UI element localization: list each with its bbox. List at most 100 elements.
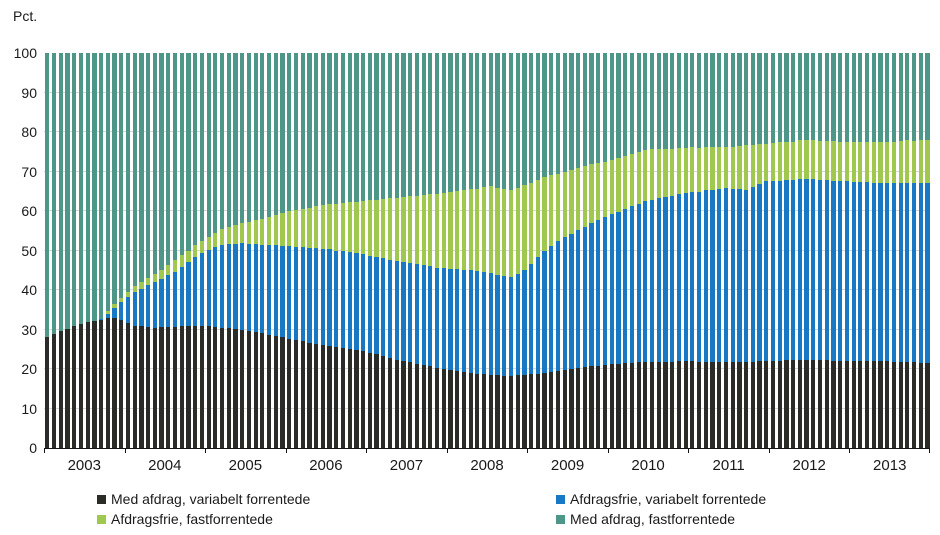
bar-segment-0 (522, 374, 527, 448)
bar-month (360, 53, 367, 448)
bar-segment-0 (92, 320, 97, 448)
bar-month (467, 53, 474, 448)
x-year-label: 2011 (712, 457, 745, 474)
bar-segment-1 (455, 269, 460, 371)
bar-segment-0 (51, 334, 57, 448)
bar-month (178, 53, 185, 448)
bar-segment-1 (690, 192, 695, 362)
bar-segment-0 (717, 361, 722, 448)
bar-month (333, 53, 340, 448)
bar-segment-3 (508, 53, 514, 191)
bar-segment-1 (213, 247, 218, 327)
bar-segment-0 (394, 359, 399, 448)
bar-segment-2 (649, 149, 655, 200)
year-tick (205, 449, 207, 453)
bar-segment-1 (166, 275, 171, 328)
bar-segment-0 (253, 332, 258, 448)
bar-segment-1 (99, 318, 104, 320)
bar-segment-3 (596, 53, 601, 164)
bar-segment-0 (838, 360, 843, 448)
bar-segment-3 (481, 53, 487, 187)
bar-segment-2 (240, 222, 245, 244)
year-tick (849, 449, 851, 453)
bar-segment-3 (293, 53, 299, 211)
year-tick (929, 449, 930, 453)
bar-segment-3 (266, 53, 272, 217)
bar-segment-3 (764, 53, 769, 144)
bar-segment-1 (885, 183, 890, 362)
bar-segment-3 (233, 53, 238, 225)
bar-segment-3 (676, 53, 682, 148)
bar-segment-3 (152, 53, 157, 275)
bar-segment-0 (602, 365, 608, 448)
bar-segment-3 (213, 53, 218, 233)
bar-segment-0 (858, 361, 863, 448)
bar-segment-2 (555, 173, 561, 242)
bar-segment-2 (495, 187, 500, 275)
bar-segment-0 (172, 326, 178, 448)
bar-month (353, 53, 360, 448)
bar-segment-2 (132, 286, 137, 292)
bar-month (152, 53, 159, 448)
bar-segment-3 (696, 53, 702, 148)
bar-segment-1 (515, 273, 520, 376)
bar-segment-2 (428, 194, 433, 267)
bar-segment-0 (609, 364, 614, 448)
bar-month (521, 53, 528, 448)
bar-segment-2 (448, 192, 453, 269)
bar-segment-1 (381, 258, 386, 356)
bar-segment-0 (582, 367, 587, 448)
bar-segment-0 (226, 328, 231, 448)
bar-segment-1 (717, 188, 722, 362)
bar-segment-3 (327, 53, 332, 205)
bar-month (259, 53, 266, 448)
bar-segment-0 (824, 360, 829, 448)
bar-month (373, 53, 380, 448)
bar-month (870, 53, 877, 448)
bar-segment-2 (488, 186, 493, 274)
bar-segment-0 (481, 374, 487, 448)
bar-segment-0 (354, 350, 359, 448)
bar-month (891, 53, 898, 448)
bar-month (454, 53, 461, 448)
bar-month (64, 53, 71, 448)
bar-segment-3 (448, 53, 453, 193)
bar-segment-1 (757, 184, 762, 362)
bar-segment-3 (589, 53, 594, 165)
legend-swatch (556, 514, 565, 524)
bar-segment-3 (45, 53, 50, 338)
bar-segment-2 (367, 200, 372, 256)
bar-month (662, 53, 669, 448)
bar-segment-0 (461, 371, 467, 448)
bar-month (864, 53, 871, 448)
bar-segment-3 (125, 53, 131, 292)
bar-segment-2 (347, 202, 352, 253)
bar-month (823, 53, 830, 448)
bar-month (629, 53, 636, 448)
bar-month (192, 53, 199, 448)
bar-segment-3 (690, 53, 695, 148)
bar-segment-1 (280, 245, 285, 338)
bar-segment-1 (421, 265, 426, 366)
bar-segment-3 (891, 53, 897, 142)
bar-segment-2 (361, 201, 366, 255)
bar-segment-3 (723, 53, 729, 148)
bar-month (205, 53, 212, 448)
bar-segment-0 (878, 361, 883, 448)
bar-month (104, 53, 111, 448)
bar-segment-1 (576, 229, 581, 368)
bar-month (407, 53, 414, 448)
bar-segment-3 (78, 53, 84, 324)
bar-month (319, 53, 326, 448)
bar-segment-0 (643, 361, 648, 448)
bar-segment-3 (287, 53, 292, 212)
bar-month (138, 53, 145, 448)
bar-segment-2 (401, 197, 406, 263)
x-year-label: 2010 (631, 457, 665, 474)
bar-segment-3 (51, 53, 57, 335)
year-tick (285, 449, 287, 453)
bar-segment-3 (307, 53, 312, 208)
bar-segment-0 (690, 361, 695, 448)
bar-segment-1 (159, 278, 164, 328)
bar-segment-2 (690, 147, 695, 193)
